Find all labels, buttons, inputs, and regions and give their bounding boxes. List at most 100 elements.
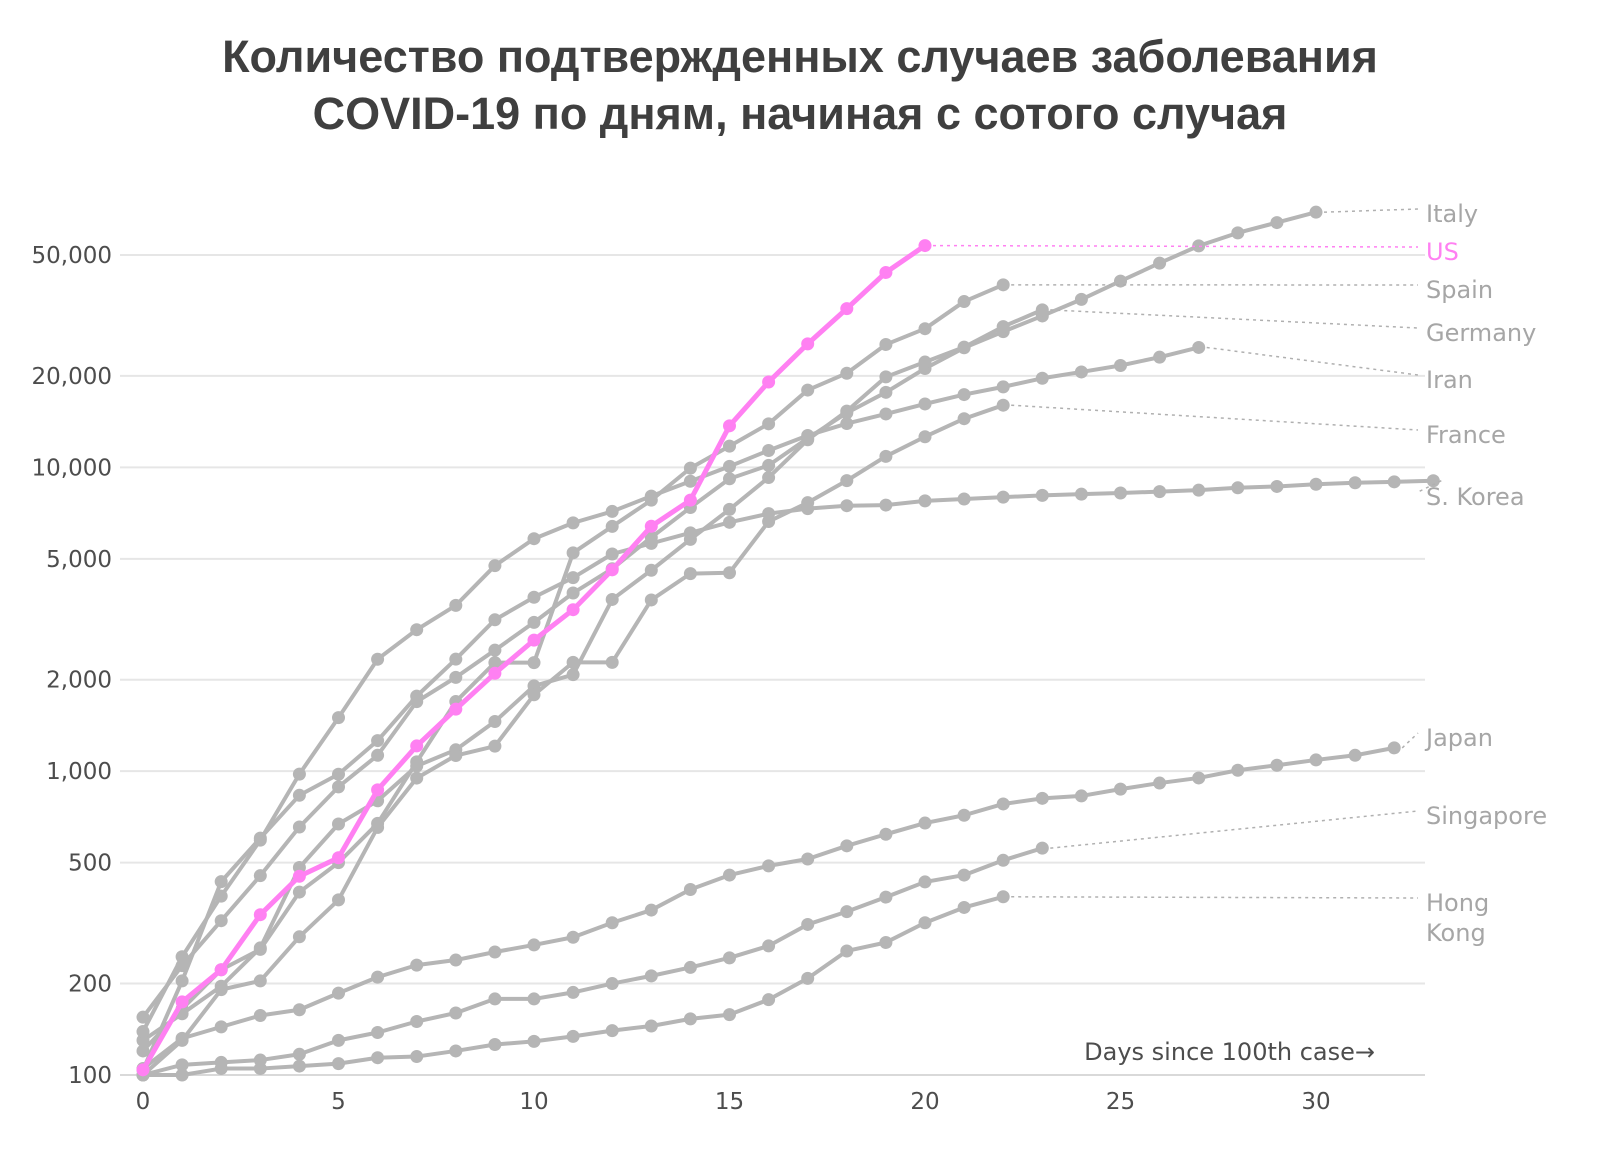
x-axis-label: Days since 100th case→ (1084, 1038, 1375, 1066)
data-point-japan (1270, 758, 1284, 772)
data-point-japan (996, 797, 1010, 811)
data-point-france (253, 974, 267, 988)
data-point-italy (292, 820, 306, 834)
data-point-japan (762, 859, 776, 873)
data-point-singapore (957, 868, 971, 882)
leader-line-hong-kong (1011, 896, 1419, 899)
data-point-iran (1074, 365, 1088, 379)
y-tick-label: 5,000 (46, 547, 112, 573)
series-label-japan: Japan (1424, 724, 1493, 752)
series-label-germany: Germany (1426, 319, 1536, 347)
data-point-japan (1348, 748, 1362, 762)
data-point-singapore (996, 853, 1010, 867)
series-us (136, 239, 932, 1077)
leader-line-singapore (1050, 810, 1419, 849)
x-tick-label: 10 (519, 1089, 548, 1115)
data-point-italy (1153, 256, 1167, 270)
series-label-s-korea: S. Korea (1426, 483, 1525, 511)
data-point-germany (605, 592, 619, 606)
data-point-japan (332, 986, 345, 1000)
data-point-s-korea (723, 515, 736, 529)
data-point-s-korea (840, 499, 854, 513)
series-line-singapore (142, 846, 1043, 1077)
data-point-s-korea (253, 831, 267, 845)
data-point-japan (957, 808, 971, 822)
data-point-iran (605, 504, 619, 518)
data-point-us (527, 633, 541, 647)
data-point-s-korea (488, 613, 502, 627)
data-point-s-korea (1270, 479, 1284, 493)
data-point-s-korea (1348, 476, 1362, 490)
data-point-france (371, 820, 385, 834)
data-point-s-korea (214, 875, 228, 889)
data-point-s-korea (410, 689, 424, 703)
leader-line-japan (1401, 732, 1419, 749)
x-tick-label: 25 (1106, 1089, 1135, 1115)
data-point-japan (410, 958, 424, 972)
data-point-italy (371, 748, 385, 762)
data-point-france (488, 739, 502, 753)
data-point-italy (253, 869, 267, 883)
data-point-italy (214, 914, 228, 928)
data-point-s-korea (1231, 481, 1245, 495)
data-point-iran (1114, 359, 1127, 373)
series-label-hong-kong: Kong (1426, 919, 1486, 947)
data-point-us (371, 783, 385, 797)
leader-line-germany (1050, 309, 1419, 329)
data-point-us (723, 419, 736, 433)
data-point-japan (801, 852, 815, 866)
data-point-iran (566, 516, 580, 530)
data-point-us (292, 869, 306, 883)
data-point-hong-kong (918, 916, 932, 930)
data-point-s-korea (292, 788, 306, 802)
data-point-hong-kong (644, 1019, 658, 1033)
data-point-france (410, 771, 424, 785)
data-point-iran (527, 532, 541, 546)
data-point-us (449, 702, 463, 716)
chart-title: Количество подтвержденных случаев заболе… (0, 28, 1600, 142)
data-point-singapore (527, 992, 541, 1006)
data-point-france (996, 398, 1010, 412)
y-tick-label: 200 (68, 972, 112, 998)
data-point-hong-kong (292, 1059, 306, 1073)
data-point-france (918, 430, 932, 444)
data-point-hong-kong (996, 890, 1010, 904)
data-point-s-korea (1035, 488, 1049, 502)
data-point-s-korea (1426, 474, 1440, 488)
data-point-japan (488, 945, 502, 959)
y-tick-label: 50,000 (32, 243, 112, 269)
chart-title-line-2: COVID-19 по дням, начиная с сотого случа… (312, 88, 1288, 139)
data-point-iran (136, 1025, 150, 1039)
series-italy (136, 205, 1323, 1024)
data-point-singapore (801, 917, 815, 931)
data-point-singapore (918, 875, 932, 889)
data-point-hong-kong (879, 935, 893, 949)
data-point-germany (957, 340, 971, 354)
data-point-france (879, 449, 893, 463)
data-point-italy (762, 458, 776, 472)
data-point-spain (996, 278, 1010, 292)
data-point-hong-kong (214, 1062, 228, 1076)
data-point-singapore (566, 985, 580, 999)
series-label-france: France (1426, 421, 1506, 449)
data-point-japan (371, 970, 385, 984)
data-point-japan (683, 882, 697, 896)
data-point-s-korea (683, 526, 697, 540)
data-point-us (683, 493, 697, 507)
data-point-s-korea (879, 498, 893, 512)
data-point-iran (488, 559, 502, 573)
data-point-singapore (840, 905, 854, 919)
data-point-france (840, 474, 854, 488)
data-point-hong-kong (566, 1029, 580, 1043)
data-point-hong-kong (253, 1062, 267, 1076)
data-point-france (683, 567, 697, 581)
data-point-iran (449, 598, 463, 612)
series-label-iran: Iran (1426, 366, 1473, 394)
series-label-italy: Italy (1426, 200, 1478, 228)
data-point-italy (488, 643, 502, 657)
x-tick-label: 15 (715, 1089, 744, 1115)
series-lines (136, 205, 1440, 1082)
data-point-france (214, 983, 228, 997)
data-point-japan (566, 930, 580, 944)
data-point-s-korea (1192, 483, 1206, 497)
